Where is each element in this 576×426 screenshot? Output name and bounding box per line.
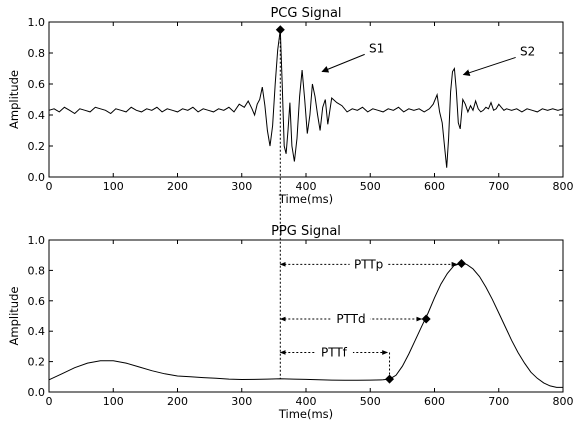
pcg-panel: 0 100 200 300 400 500 600 700 800 0.0 0.2 0.4 0.6 0.8…	[7, 6, 574, 206]
ppg-x-tick-label: 500	[360, 395, 381, 408]
interval-label-pttf: PTTf	[321, 345, 348, 359]
pcg-x-tick-label: 500	[360, 180, 381, 193]
pcg-x-tick-label: 0	[46, 180, 53, 193]
ppg-y-tick-label: 0.0	[28, 386, 46, 399]
ppg-y-tick-label: 0.2	[28, 356, 46, 369]
ppg-y-tick-label: 0.8	[28, 264, 46, 277]
pcg-plot-frame	[48, 21, 564, 178]
interval-label-bg	[314, 344, 353, 361]
pcg-x-tick-label: 600	[424, 180, 445, 193]
pcg-y-tick-label: 0.8	[28, 47, 46, 60]
pcg-x-tick-label: 100	[103, 180, 124, 193]
pcg-y-tick-label: 0.4	[28, 109, 46, 122]
ppg-x-tick-label: 0	[46, 395, 53, 408]
pcg-x-tick-label: 800	[553, 180, 574, 193]
pcg-y-tick-label: 1.0	[28, 16, 46, 29]
interval-label-pttd: PTTd	[336, 312, 365, 326]
ppg-diamond-marker	[385, 374, 395, 384]
interval-label-bg	[331, 311, 370, 328]
annotation-label-s2: S2	[520, 44, 535, 58]
ppg-y-axis-label: Amplitude	[7, 287, 21, 346]
ppg-x-tick-label: 600	[424, 395, 445, 408]
annotation-arrow-s2	[462, 56, 516, 77]
ppg-x-tick-label: 800	[553, 395, 574, 408]
ppg-x-tick-label: 200	[167, 395, 188, 408]
interval-label-pttp: PTTp	[354, 257, 383, 271]
ppg-diamond-marker	[421, 314, 431, 324]
ppg-x-tick-label: 400	[296, 395, 317, 408]
ppg-title: PPG Signal	[271, 224, 341, 239]
pcg-x-tick-label: 700	[488, 180, 509, 193]
annotation-arrow-s1	[321, 53, 365, 73]
ppg-x-axis-label: Time(ms)	[278, 407, 333, 421]
interval-label-bg	[349, 256, 388, 273]
ppg-plot-frame	[48, 239, 564, 393]
ppg-signal-line	[48, 263, 563, 388]
pcg-y-tick-label: 0.6	[28, 78, 46, 91]
pcg-title: PCG Signal	[270, 6, 341, 21]
ppg-y-tick-label: 0.4	[28, 325, 46, 338]
pcg-signal-line	[48, 29, 564, 168]
pcg-x-tick-label: 400	[296, 180, 317, 193]
ppg-diamond-marker	[456, 259, 466, 269]
ppg-y-tick-label: 0.6	[28, 295, 46, 308]
pcg-x-axis-label: Time(ms)	[278, 192, 333, 206]
pcg-y-tick-label: 0.0	[28, 171, 46, 184]
ppg-panel: 0 100 200 300 400 500 600 700 800 0.0 0.2 0.4 0.6 0.8…	[7, 224, 574, 421]
annotation-label-s1: S1	[369, 41, 384, 55]
pcg-x-tick-label: 300	[231, 180, 252, 193]
ppg-x-tick-label: 300	[231, 395, 252, 408]
pcg-y-tick-label: 0.2	[28, 140, 46, 153]
pcg-x-tick-label: 200	[167, 180, 188, 193]
ppg-x-tick-label: 700	[488, 395, 509, 408]
ppg-y-tick-label: 1.0	[28, 234, 46, 247]
ppg-x-tick-label: 100	[103, 395, 124, 408]
pcg-y-axis-label: Amplitude	[7, 70, 21, 129]
